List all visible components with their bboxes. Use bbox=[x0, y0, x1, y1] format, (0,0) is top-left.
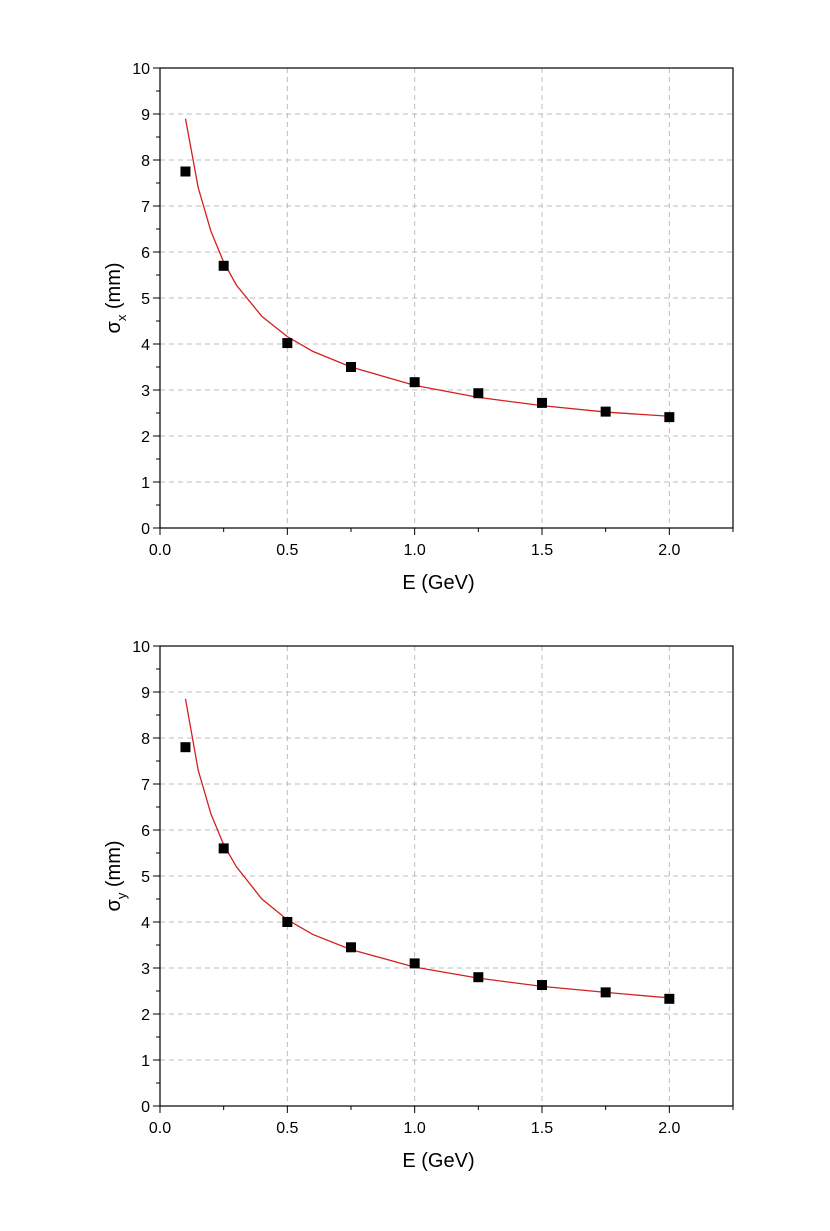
y-tick-label: 3 bbox=[141, 383, 150, 400]
grid bbox=[160, 646, 733, 1106]
y-tick-label: 8 bbox=[141, 153, 150, 170]
data-point bbox=[180, 742, 191, 753]
y-tick-label: 2 bbox=[141, 429, 150, 446]
sigma-y-panel: 0.0 0.5 1.0 1.5 2.0 0 1 2 3 4 5 6 7 8 9 10 E (GeV) σy (mm… bbox=[103, 639, 734, 1172]
data-point bbox=[600, 406, 611, 417]
data-point bbox=[409, 377, 420, 388]
fit-curve bbox=[184, 118, 670, 417]
data-point bbox=[537, 980, 547, 991]
y-axis-title: σx (mm) bbox=[103, 262, 129, 333]
data-points bbox=[180, 166, 675, 423]
y-tick-label: 10 bbox=[132, 639, 150, 656]
x-tick-label: 1.5 bbox=[531, 542, 553, 559]
y-tick-label: 2 bbox=[141, 1007, 150, 1024]
x-tick-label: 0.5 bbox=[276, 1120, 298, 1137]
y-axis-subscript: x bbox=[114, 314, 129, 321]
data-points bbox=[180, 742, 675, 1004]
y-tick-label: 8 bbox=[141, 731, 150, 748]
y-tick-label: 6 bbox=[141, 245, 150, 262]
data-point bbox=[346, 942, 356, 953]
y-tick-label: 9 bbox=[141, 107, 150, 124]
grid bbox=[160, 68, 733, 528]
x-axis-title: E (GeV) bbox=[402, 1150, 474, 1172]
x-tick-label: 0.0 bbox=[149, 1120, 171, 1137]
x-tick-label: 0.0 bbox=[149, 542, 171, 559]
y-tick-label: 4 bbox=[141, 915, 150, 932]
y-axis-title: σy (mm) bbox=[103, 840, 129, 911]
x-tick-label: 2.0 bbox=[658, 542, 680, 559]
tick-labels: 0.0 0.5 1.0 1.5 2.0 0 1 2 3 4 5 6 7 8 9 10 bbox=[132, 639, 680, 1137]
y-axis-subscript: y bbox=[114, 892, 129, 899]
x-tick-label: 0.5 bbox=[276, 542, 298, 559]
y-axis-unit: (mm) bbox=[103, 262, 125, 314]
fit-curve bbox=[184, 698, 670, 999]
x-tick-label: 2.0 bbox=[658, 1120, 680, 1137]
data-point bbox=[664, 412, 675, 423]
y-tick-label: 0 bbox=[141, 521, 150, 538]
data-point bbox=[282, 917, 293, 927]
y-tick-label: 10 bbox=[132, 61, 150, 78]
y-tick-label: 4 bbox=[141, 337, 150, 354]
y-tick-label: 5 bbox=[141, 291, 150, 308]
y-axis-unit: (mm) bbox=[103, 840, 125, 892]
data-point bbox=[537, 397, 547, 408]
data-point bbox=[409, 958, 420, 969]
y-axis-symbol: σ bbox=[103, 321, 125, 334]
data-point bbox=[180, 166, 191, 177]
data-point bbox=[600, 987, 611, 998]
tick-labels: 0.0 0.5 1.0 1.5 2.0 0 1 2 3 4 5 6 7 8 9 10 bbox=[132, 61, 680, 559]
y-tick-label: 6 bbox=[141, 823, 150, 840]
y-tick-label: 1 bbox=[141, 1053, 150, 1070]
data-point bbox=[664, 993, 675, 1004]
data-point bbox=[346, 362, 356, 372]
sigma-x-panel: 0.0 0.5 1.0 1.5 2.0 0 1 2 3 4 5 6 7 8 9 10 E (GeV) σx (mm… bbox=[103, 61, 734, 594]
y-tick-label: 0 bbox=[141, 1099, 150, 1116]
ticks bbox=[153, 645, 734, 1113]
y-tick-label: 5 bbox=[141, 869, 150, 886]
ticks bbox=[153, 67, 734, 535]
x-tick-label: 1.0 bbox=[404, 1120, 426, 1137]
y-tick-label: 1 bbox=[141, 475, 150, 492]
x-tick-label: 1.0 bbox=[404, 542, 426, 559]
y-axis-symbol: σ bbox=[103, 899, 125, 912]
x-axis-title: E (GeV) bbox=[402, 572, 474, 594]
y-tick-label: 7 bbox=[141, 199, 150, 216]
data-point bbox=[218, 260, 229, 271]
data-point bbox=[473, 388, 484, 399]
y-tick-label: 7 bbox=[141, 777, 150, 794]
data-point bbox=[282, 338, 293, 349]
y-tick-label: 9 bbox=[141, 685, 150, 702]
x-tick-label: 1.5 bbox=[531, 1120, 553, 1137]
y-tick-label: 3 bbox=[141, 961, 150, 978]
data-point bbox=[473, 972, 484, 983]
data-point bbox=[218, 843, 229, 854]
